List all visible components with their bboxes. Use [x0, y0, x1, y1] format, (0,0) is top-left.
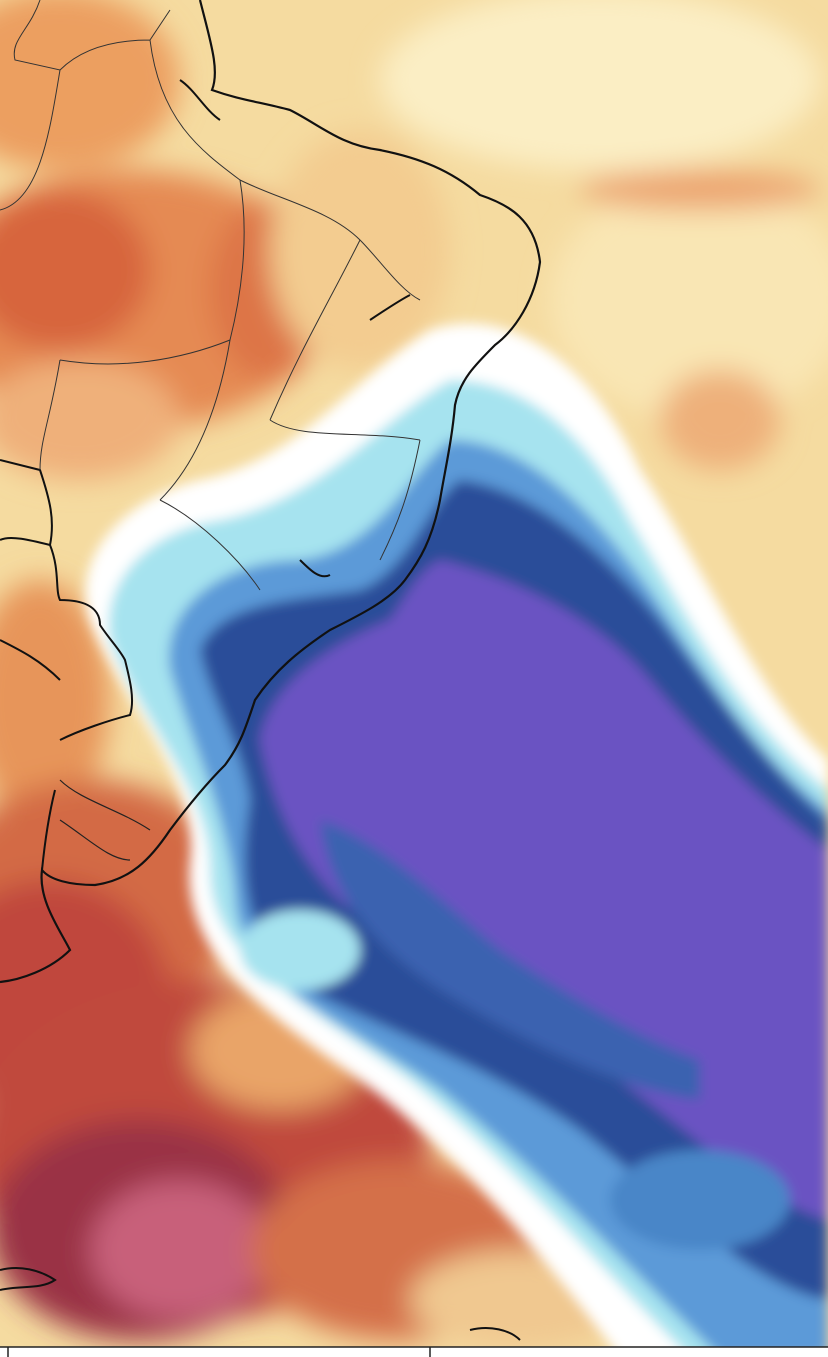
frame-strip [0, 1347, 828, 1357]
borders [0, 0, 542, 1341]
river [179, 79, 411, 578]
state-border [0, 0, 421, 591]
country-border [0, 459, 134, 871]
island [0, 1267, 521, 1341]
coastline [0, 0, 542, 984]
cold-air-mass [85, 323, 828, 1357]
state-border [59, 779, 151, 861]
